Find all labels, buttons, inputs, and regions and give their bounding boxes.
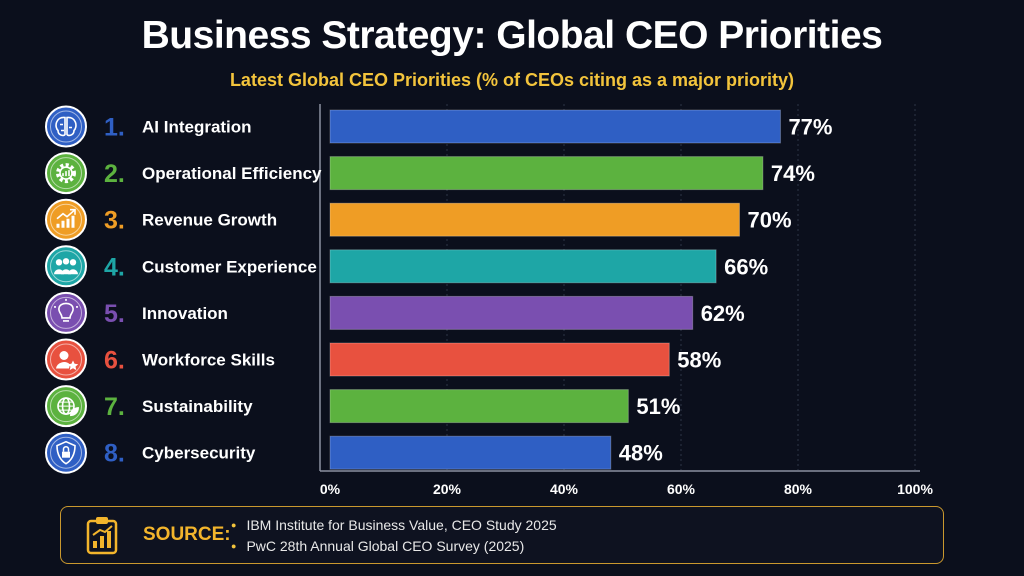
rank-number: 3. [104, 207, 125, 235]
rank-number: 5. [104, 300, 125, 328]
bar [329, 295, 694, 330]
category-label: Operational Efficiency [142, 164, 322, 183]
source-item: IBM Institute for Business Value, CEO St… [231, 515, 556, 536]
brain-icon [45, 105, 87, 148]
rank-number: 6. [104, 347, 125, 375]
bar [329, 202, 740, 237]
value-label: 66% [724, 254, 768, 279]
x-tick-label: 40% [550, 481, 579, 497]
x-tick-label: 20% [433, 481, 462, 497]
category-label: Sustainability [142, 397, 253, 416]
rank-number: 2. [104, 160, 125, 188]
category-label: Workforce Skills [142, 351, 275, 370]
source-list: IBM Institute for Business Value, CEO St… [231, 515, 557, 557]
value-label: 74% [771, 161, 815, 186]
globe-leaf-icon [45, 385, 87, 428]
category-label: Revenue Growth [142, 211, 277, 230]
shield-lock-icon [45, 431, 87, 474]
chart-subtitle: Latest Global CEO Priorities (% of CEOs … [229, 70, 795, 90]
rank-number: 4. [104, 253, 125, 281]
value-label: 58% [677, 348, 721, 373]
x-tick-label: 60% [667, 481, 696, 497]
bar-chart: 0% 20% 40% 60% 80% 100% 1. AI Integration 77% 2. O… [45, 104, 933, 497]
bar [329, 109, 781, 144]
value-label: 77% [788, 115, 832, 140]
category-label: AI Integration [142, 118, 252, 137]
category-label: Customer Experience [142, 257, 317, 276]
source-item: PwC 28th Annual Global CEO Survey (2025) [231, 536, 557, 557]
value-label: 70% [748, 208, 792, 233]
people-icon [45, 245, 87, 288]
bar [329, 435, 612, 470]
bar [329, 389, 629, 424]
category-label: Innovation [142, 304, 228, 323]
chart-title: Business Strategy: Global CEO Priorities [141, 14, 883, 57]
clipboard-chart-icon [85, 515, 119, 560]
value-label: 51% [636, 394, 680, 419]
gear-chart-icon [45, 152, 87, 195]
x-tick-label: 100% [897, 481, 933, 497]
x-tick-label: 0% [320, 481, 341, 497]
source-panel: SOURCE: IBM Institute for Business Value… [60, 506, 944, 564]
growth-chart-icon [45, 198, 87, 241]
x-tick-label: 80% [784, 481, 813, 497]
bar [329, 156, 764, 191]
rank-number: 7. [104, 393, 125, 421]
value-label: 48% [619, 441, 663, 466]
source-label: SOURCE: [143, 524, 231, 545]
rank-number: 1. [104, 114, 125, 142]
category-label: Cybersecurity [142, 444, 256, 463]
value-label: 62% [701, 301, 745, 326]
bar [329, 342, 670, 377]
rank-number: 8. [104, 440, 125, 468]
bar [329, 249, 717, 284]
person-star-icon [45, 338, 87, 381]
lightbulb-icon [45, 291, 87, 334]
